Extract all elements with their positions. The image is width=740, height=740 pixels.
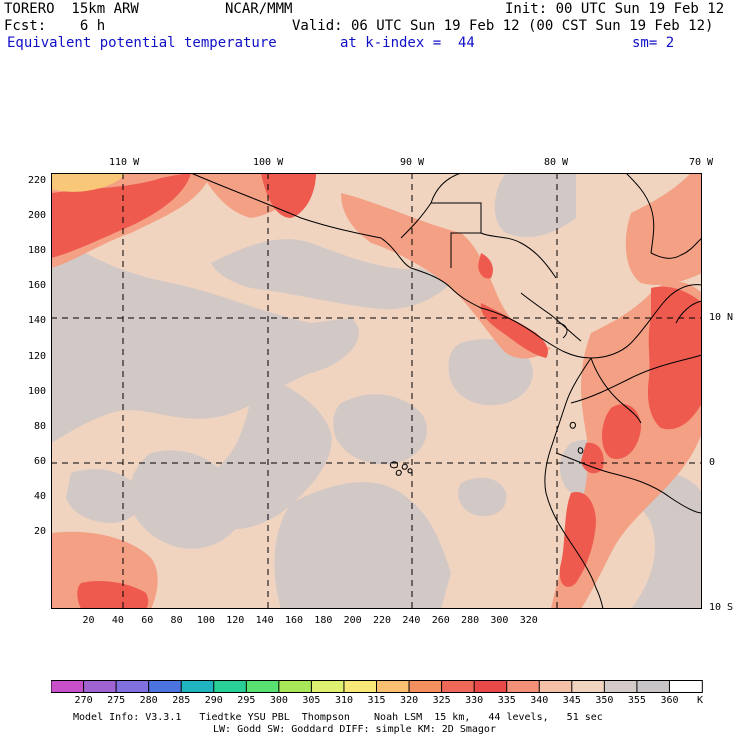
colorbar-label-335: 335	[497, 695, 516, 706]
colorbar-label-280: 280	[139, 695, 158, 706]
colorbar-label-275: 275	[107, 695, 126, 706]
bottom-tick-240: 240	[402, 615, 421, 626]
lon-label-70w: 70 W	[689, 157, 714, 168]
bottom-tick-120: 120	[226, 615, 245, 626]
left-tick-100: 100	[28, 385, 47, 397]
bottom-tick-20: 20	[82, 615, 95, 626]
bottom-tick-300: 300	[490, 615, 509, 626]
colorbar-swatch-0	[51, 680, 85, 693]
graticule	[51, 173, 702, 609]
lat-label-10s: 10 S	[709, 602, 734, 613]
left-tick-80: 80	[34, 420, 47, 432]
colorbar-label-285: 285	[172, 695, 191, 706]
valid-time: Valid: 06 UTC Sun 19 Feb 12 (00 CST Sun …	[292, 18, 714, 34]
colorbar-swatch-16	[571, 680, 606, 693]
bottom-tick-100: 100	[196, 615, 215, 626]
bottom-tick-180: 180	[314, 615, 333, 626]
lon-label-80w: 80 W	[544, 157, 569, 168]
colorbar-label-355: 355	[627, 695, 646, 706]
colorbar-label-350: 350	[595, 695, 614, 706]
colorbar-label-360: 360	[660, 695, 679, 706]
colorbar-swatch-7	[278, 680, 313, 693]
left-tick-140: 140	[28, 315, 47, 327]
lat-label-0: 0	[709, 457, 716, 468]
init-time: Init: 00 UTC Sun 19 Feb 12	[505, 1, 725, 17]
colorbar	[51, 680, 703, 693]
colorbar-swatch-18	[636, 680, 671, 693]
colorbar-label-320: 320	[400, 695, 419, 706]
bottom-tick-40: 40	[111, 615, 124, 626]
lon-label-110w: 110 W	[109, 157, 140, 168]
grey-field-regions	[51, 173, 702, 609]
colorbar-swatch-1	[83, 680, 117, 693]
theta-e-map	[51, 173, 702, 609]
bottom-tick-220: 220	[373, 615, 392, 626]
colorbar-swatch-8	[310, 680, 345, 693]
map-frame	[51, 173, 702, 609]
colorbar-swatch-5	[213, 680, 248, 693]
colorbar-swatch-19	[668, 680, 703, 693]
coastlines	[190, 173, 702, 609]
physics-info: LW: Godd SW: Goddard DIFF: simple KM: 2D…	[213, 724, 496, 735]
lon-label-100w: 100 W	[253, 157, 284, 168]
colorbar-label-300: 300	[269, 695, 288, 706]
colorbar-swatch-14	[506, 680, 541, 693]
smoothing: sm= 2	[632, 35, 675, 51]
left-tick-120: 120	[28, 350, 47, 362]
bottom-tick-140: 140	[255, 615, 274, 626]
colorbar-swatch-15	[538, 680, 573, 693]
colorbar-swatch-13	[473, 680, 508, 693]
colorbar-label-310: 310	[334, 695, 353, 706]
bottom-tick-60: 60	[141, 615, 154, 626]
colorbar-label-290: 290	[204, 695, 223, 706]
left-tick-40: 40	[34, 490, 47, 502]
forecast-hour: Fcst: 6 h	[4, 18, 106, 34]
left-tick-160: 160	[28, 280, 47, 292]
colorbar-label-340: 340	[530, 695, 549, 706]
model-name: TORERO 15km ARW	[4, 1, 139, 17]
colorbar-label-295: 295	[237, 695, 256, 706]
level-index: at k-index = 44	[340, 35, 475, 51]
colorbar-unit: K	[697, 695, 704, 706]
left-tick-220: 220	[28, 175, 47, 186]
colorbar-swatch-9	[343, 680, 378, 693]
bottom-tick-80: 80	[170, 615, 183, 626]
warm-corner	[51, 173, 126, 192]
colorbar-label-330: 330	[465, 695, 484, 706]
bottom-tick-320: 320	[519, 615, 538, 626]
bottom-tick-260: 260	[431, 615, 450, 626]
colorbar-swatch-2	[115, 680, 150, 693]
bottom-tick-200: 200	[343, 615, 362, 626]
left-tick-60: 60	[34, 455, 47, 467]
colorbar-label-345: 345	[562, 695, 581, 706]
colorbar-swatch-3	[148, 680, 182, 693]
colorbar-label-270: 270	[74, 695, 93, 706]
bottom-tick-160: 160	[284, 615, 303, 626]
colorbar-swatch-12	[441, 680, 475, 693]
colorbar-swatch-17	[603, 680, 638, 693]
left-tick-200: 200	[28, 210, 47, 222]
organization: NCAR/MMM	[225, 1, 293, 17]
colorbar-swatch-4	[180, 680, 215, 693]
lat-label-10n: 10 N	[709, 312, 734, 323]
colorbar-label-325: 325	[432, 695, 451, 706]
colorbar-swatch-10	[376, 680, 410, 693]
colorbar-label-305: 305	[302, 695, 321, 706]
field-name: Equivalent potential temperature	[7, 35, 277, 51]
left-tick-20: 20	[34, 526, 47, 537]
colorbar-label-315: 315	[367, 695, 386, 706]
model-info: Model Info: V3.3.1 Tiedtke YSU PBL Thomp…	[73, 712, 603, 723]
colorbar-swatch-6	[245, 680, 280, 693]
left-tick-180: 180	[28, 245, 47, 257]
colorbar-swatch-11	[408, 680, 443, 693]
lon-label-90w: 90 W	[400, 157, 425, 168]
red-field-regions	[51, 173, 702, 609]
bottom-tick-280: 280	[461, 615, 480, 626]
